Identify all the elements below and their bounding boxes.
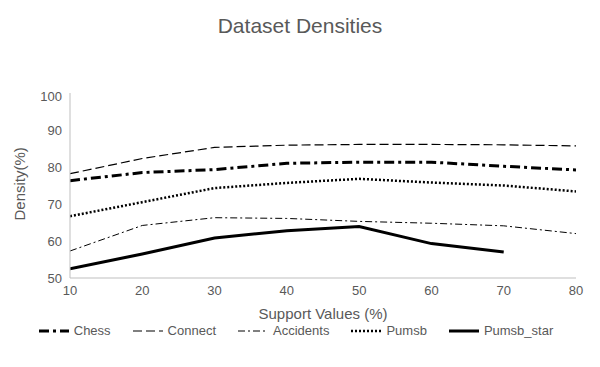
svg-text:60: 60 [424,283,438,298]
svg-text:30: 30 [207,283,221,298]
svg-text:80: 80 [48,160,62,175]
html-text:Pumsb_star: Pumsb_star [483,323,554,338]
svg-text:100: 100 [40,89,62,104]
svg-text:60: 60 [48,234,62,249]
svg-text:70: 70 [48,197,62,212]
svg-text:80: 80 [569,283,583,298]
svg-text:Support Values (%): Support Values (%) [259,305,388,322]
html-text:Dataset Densities: Dataset Densities [217,14,383,37]
svg-text:40: 40 [280,283,294,298]
svg-text:70: 70 [496,283,510,298]
svg-text:90: 90 [48,123,62,138]
html-text:Connect: Connect [167,323,216,338]
html-text:Chess: Chess [73,323,111,338]
svg-text:50: 50 [352,283,366,298]
svg-text:20: 20 [135,283,149,298]
html-text:Accidents: Accidents [273,323,330,338]
html-text:Pumsb: Pumsb [386,323,427,338]
svg-text:Density(%): Density(%) [11,147,28,220]
svg-text:50: 50 [48,271,62,286]
svg-text:10: 10 [63,283,77,298]
